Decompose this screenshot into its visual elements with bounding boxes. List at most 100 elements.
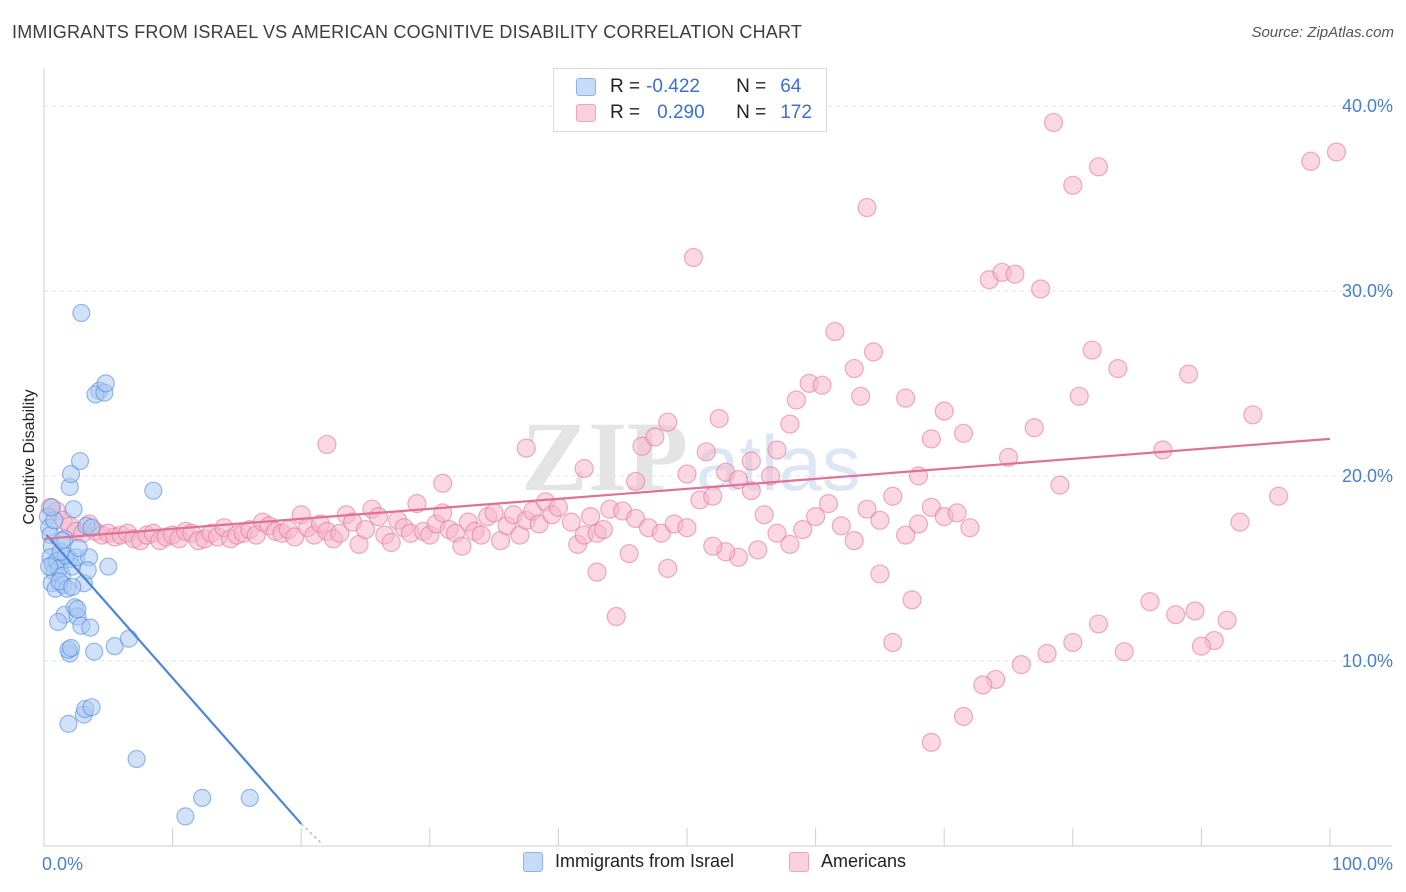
data-point: [780, 414, 800, 434]
trend-line: [43, 437, 1331, 540]
data-point: [81, 618, 100, 637]
data-point: [625, 508, 646, 529]
data-point: [1326, 142, 1347, 162]
data-point: [193, 788, 212, 807]
data-point: [625, 471, 646, 492]
data-point: [407, 494, 427, 514]
data-point: [144, 481, 163, 500]
axes: [43, 68, 1392, 847]
data-point: [176, 807, 195, 826]
data-point: [70, 451, 90, 471]
data-point: [831, 516, 851, 536]
legend-n-label: N =: [736, 102, 767, 123]
data-point: [703, 486, 723, 506]
data-point: [1043, 112, 1064, 133]
trend-line-extension: [300, 823, 322, 843]
data-point: [59, 714, 78, 733]
series-immigrants-from-israel: [38, 303, 259, 826]
data-point: [68, 600, 87, 619]
data-point: [767, 440, 787, 460]
data-point: [580, 506, 601, 527]
data-point: [645, 427, 665, 447]
legend-item-americans[interactable]: Americans: [789, 851, 906, 872]
data-point: [452, 536, 472, 556]
data-point: [593, 519, 614, 540]
legend-item-immigrants[interactable]: Immigrants from Israel: [523, 851, 734, 872]
legend-swatch-pink: [576, 104, 596, 122]
data-point: [85, 642, 104, 661]
x-tick-label: 0.0%: [42, 854, 83, 874]
data-point: [1069, 386, 1089, 406]
data-point: [741, 451, 761, 471]
data-point: [99, 557, 118, 576]
data-point: [1037, 643, 1057, 664]
data-point: [805, 506, 826, 527]
data-point: [1024, 418, 1044, 438]
legend-swatch-blue: [576, 78, 596, 96]
data-point: [896, 525, 916, 545]
data-point: [240, 788, 259, 807]
legend-r-label: R =: [610, 76, 641, 97]
data-point: [947, 503, 967, 523]
data-point: [741, 481, 761, 501]
data-point: [548, 497, 569, 517]
data-point: [619, 544, 639, 564]
data-point: [844, 531, 864, 551]
data-point: [953, 706, 974, 727]
data-point: [82, 698, 101, 717]
data-point: [368, 506, 388, 527]
data-point: [748, 540, 768, 560]
data-point: [1185, 601, 1205, 621]
data-point: [844, 358, 864, 379]
data-point: [896, 388, 916, 408]
y-axis-title: Cognitive Disability: [21, 389, 38, 524]
data-point: [696, 442, 716, 462]
data-point: [1178, 364, 1199, 384]
data-point: [870, 564, 890, 584]
source-note: Source: ZipAtlas.com: [1251, 24, 1394, 41]
data-point: [1031, 279, 1051, 299]
data-point: [902, 590, 922, 610]
data-point: [433, 473, 453, 493]
legend-n-label: N =: [736, 76, 767, 97]
data-point: [49, 612, 68, 632]
data-point: [883, 486, 903, 506]
data-point: [381, 532, 401, 553]
data-point: [516, 438, 536, 458]
legend-r-label: R =: [610, 102, 641, 123]
legend-swatch-blue: [523, 851, 543, 872]
data-point: [1088, 614, 1109, 634]
data-point: [1166, 605, 1186, 625]
legend-row-americans: R = 0.290 N = 172: [576, 100, 812, 126]
data-point: [1114, 642, 1134, 662]
data-point: [883, 632, 903, 653]
data-point: [127, 749, 146, 769]
data-point: [632, 436, 652, 456]
series-legend: Immigrants from Israel Americans: [0, 851, 1406, 879]
data-point: [1217, 610, 1237, 630]
data-point: [317, 434, 337, 455]
data-point: [1153, 440, 1173, 460]
grid-lines: [44, 105, 1392, 662]
trend-lines: [43, 437, 1331, 843]
data-point: [934, 401, 954, 421]
data-point: [1191, 636, 1212, 656]
legend-row-immigrants: R = -0.422 N = 64: [576, 74, 801, 100]
data-point: [825, 321, 845, 342]
data-point: [42, 498, 61, 517]
trend-line: [45, 534, 303, 825]
data-point: [780, 534, 800, 554]
data-point: [61, 464, 81, 484]
legend-n-value: 172: [780, 102, 812, 123]
legend-r-value: -0.422: [646, 76, 700, 97]
watermark: ZIP atlas: [521, 401, 860, 512]
data-point: [61, 638, 81, 658]
data-point: [119, 629, 138, 648]
tick-labels: 10.0% 20.0% 30.0% 40.0% 0.0% 100.0%: [42, 96, 1393, 874]
data-point: [677, 518, 697, 538]
data-point: [69, 538, 88, 558]
data-point: [1005, 264, 1025, 284]
data-point: [1108, 358, 1128, 379]
legend-label: Immigrants from Israel: [555, 851, 735, 871]
chart-title: IMMIGRANTS FROM ISRAEL VS AMERICAN COGNI…: [12, 22, 803, 42]
